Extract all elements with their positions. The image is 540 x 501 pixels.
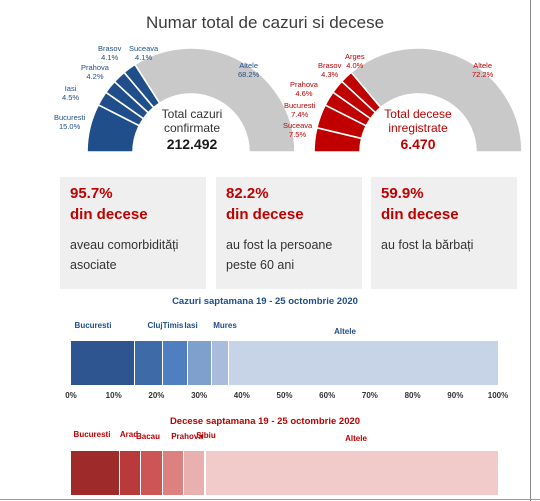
deaths-gauge [313,47,523,153]
cases-bar-segment-timis [162,341,189,385]
deaths-label-suceava: Suceava 7.5% [283,121,313,139]
cases-bar-segment-mures [211,341,229,385]
cases-bar-label-iasi: Iasi [184,321,198,330]
stat-percent: 59.9% [381,185,424,202]
cases-label-altele: Altele 68.2% [238,61,260,79]
stat-percent: 82.2% [226,185,269,202]
cases-bar-tick-label: 0% [65,391,77,400]
cases-bar-segment-cluj [135,341,163,385]
stat-subtitle: din decese [226,206,304,223]
cases-bar-tick-label: 70% [361,391,378,400]
deaths-bar-label-bucuresti: Bucuresti [73,430,111,439]
cases-bar-tick-label: 30% [191,391,208,400]
stat-description: aveau comorbidități asociate [70,238,179,272]
stat-subtitle: din decese [381,206,459,223]
frame-border-right [530,0,531,501]
cases-center-value: 212.492 [166,136,218,152]
deaths-bar-label-sibiu: Sibiu [196,431,216,440]
cases-week-title: Cazuri saptamana 19 - 25 octombrie 2020 [172,296,358,307]
deaths-bar-label-arad: Arad [119,430,139,439]
deaths-label-arges: Arges 4.0% [345,52,365,70]
cases-bar-tick-label: 20% [148,391,165,400]
deaths-bar-segment-sibiu [184,451,206,495]
cases-label-bucuresti: Bucuresti 15.0% [54,113,86,131]
cases-bar-tick-label: 90% [447,391,464,400]
stat-description: au fost la bărbați [381,238,474,252]
cases-bar-segment-bucuresti [71,341,136,385]
deaths-week-title: Decese saptamana 19 - 25 octombrie 2020 [169,416,361,427]
cases-bar-label-altele: Altele [334,327,356,336]
deaths-bar-segment-bacau [141,451,163,495]
cases-bar-label-timis: Timis [162,321,184,330]
cases-bar-tick-label: 40% [233,391,250,400]
cases-label-prahova: Prahova 4.2% [81,63,109,81]
deaths-bar-label-prahova: Prahova [171,432,203,441]
stat-box-over-60: 82.2% din decese au fost la persoane pes… [216,177,362,289]
cases-label-suceava: Suceava 4.1% [129,44,159,62]
cases-center-label: Total cazuri confirmate [161,107,223,135]
stat-box-comorbidities: 95.7% din decese aveau comorbidități aso… [60,177,206,289]
deaths-bar-segment-altele [205,451,498,495]
deaths-label-brasov: Brasov 4.3% [318,61,342,79]
deaths-center-label: Total decese inregistrate [384,107,452,135]
deaths-bar-segment-bucuresti [71,451,121,495]
cases-label-brasov: Brasov 4.1% [98,44,122,62]
cases-label-iasi: Iasi 4.5% [62,84,80,102]
cases-bar-label-bucuresti: Bucuresti [74,321,112,330]
cases-bar-tick-label: 10% [105,391,122,400]
stat-subtitle: din decese [70,206,148,223]
cases-bar-tick-label: 80% [404,391,421,400]
deaths-bar-label-altele: Altele [345,434,367,443]
cases-bar-label-mures: Mures [213,321,237,330]
deaths-slice-altele [350,47,523,153]
stat-description: au fost la persoane peste 60 ani [226,238,333,272]
cases-slice-altele [133,47,296,153]
deaths-bar-label-bacau: Bacau [135,432,161,441]
cases-bar-tick-label: 60% [319,391,336,400]
cases-bar-tick-label: 50% [276,391,293,400]
deaths-bar-segment-arad [120,451,142,495]
deaths-label-prahova: Prahova 4.6% [290,80,318,98]
cases-bar-label-cluj: Cluj [147,321,163,330]
deaths-label-altele: Altele 72.2% [472,61,494,79]
stat-box-men: 59.9% din decese au fost la bărbați [371,177,517,289]
frame-border-bottom [0,499,540,500]
deaths-label-bucuresti: Bucuresti 7.4% [284,101,316,119]
cases-bar-segment-iasi [188,341,212,385]
deaths-bar-segment-prahova [162,451,185,495]
cases-bar-tick-label: 100% [487,391,509,400]
deaths-center-value: 6.470 [400,136,436,152]
cases-bar-segment-altele [228,341,498,385]
cases-gauge [86,47,296,153]
stat-percent: 95.7% [70,185,113,202]
page-title: Numar total de cazuri si decese [145,13,385,32]
